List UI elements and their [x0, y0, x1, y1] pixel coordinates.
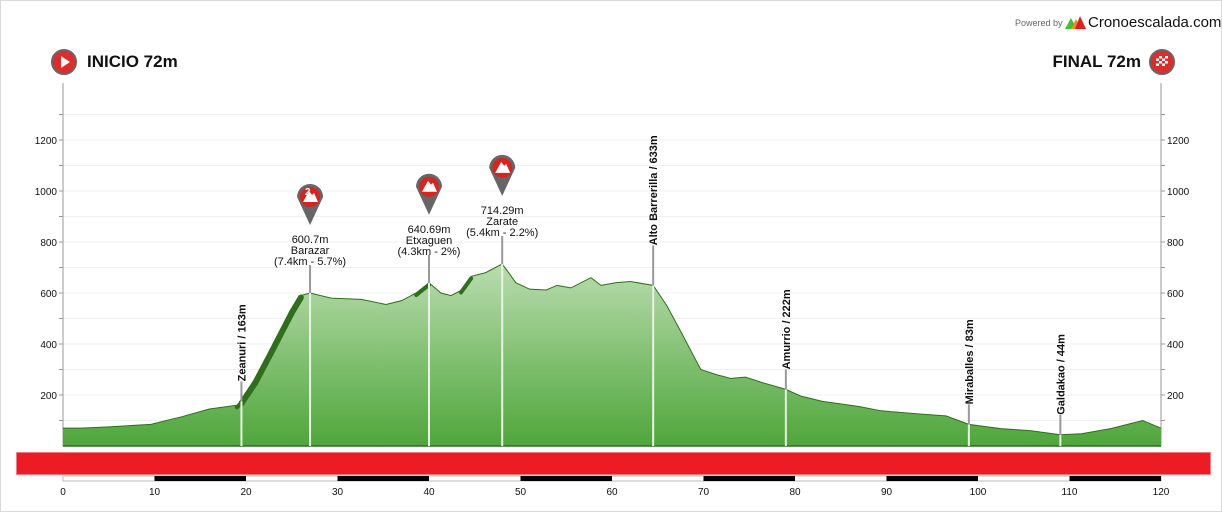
climb-detail: (7.4km - 5.7%)	[274, 256, 346, 268]
climb-height: 714.29m	[481, 205, 524, 217]
start-label: INICIO 72m	[87, 52, 178, 71]
climb-detail: (5.4km - 2.2%)	[466, 227, 538, 239]
y-tick-label-left: 800	[40, 238, 57, 249]
x-tick-label: 120	[1153, 487, 1170, 498]
y-tick-label-right: 1000	[1167, 187, 1190, 198]
steep-segment	[459, 276, 474, 295]
point-label: Amurrio / 222m	[781, 289, 793, 369]
climb-pin-icon	[489, 154, 516, 196]
x-tick-label: 70	[698, 487, 710, 498]
climb-category: 2	[305, 187, 311, 198]
y-tick-label-left: 1200	[35, 136, 58, 147]
climb-detail: (4.3km - 2%)	[398, 246, 461, 258]
x-tick-label: 10	[149, 487, 161, 498]
brand-link[interactable]: Cronoescalada.com	[1088, 14, 1222, 31]
y-tick-label-right: 800	[1167, 238, 1184, 249]
climb-name: Zarate	[486, 216, 518, 228]
climb-name: Etxaguen	[406, 235, 452, 247]
y-tick-label-right: 400	[1167, 340, 1184, 351]
mountain-icon	[303, 191, 319, 202]
y-tick-label-right: 200	[1167, 391, 1184, 402]
y-tick-label-left: 400	[40, 340, 57, 351]
scale-segment	[337, 476, 429, 481]
x-tick-label: 100	[970, 487, 987, 498]
x-tick-label: 20	[240, 487, 252, 498]
y-tick-label-left: 600	[40, 289, 57, 300]
y-tick-label-left: 1000	[35, 187, 58, 198]
point-label: Miraballes / 83m	[964, 319, 976, 404]
x-tick-label: 90	[881, 487, 893, 498]
point-label: Galdakao / 44m	[1055, 334, 1067, 415]
mountain-icon	[422, 180, 437, 192]
x-tick-label: 110	[1062, 487, 1078, 498]
climb-pin-icon	[415, 173, 443, 215]
point-label: Alto Barrerilla / 633m	[648, 135, 660, 245]
climb-height: 640.69m	[408, 224, 451, 236]
climb-height: 600.7m	[292, 234, 329, 246]
climb-name: Barazar	[291, 245, 330, 257]
steep-segment	[267, 309, 295, 357]
x-tick-label: 30	[332, 487, 344, 498]
cronoescalada-logo-icon	[1065, 16, 1086, 29]
x-tick-label: 60	[606, 487, 618, 498]
start-play-icon	[51, 49, 77, 75]
y-tick-label-right: 600	[1167, 289, 1184, 300]
steep-segment	[288, 294, 304, 316]
x-tick-label: 0	[60, 487, 66, 498]
steep-segment	[238, 379, 259, 407]
finish-flag-icon	[1149, 49, 1175, 75]
steep-segment	[414, 282, 431, 297]
scale-segment	[703, 476, 795, 481]
scale-segment	[1069, 476, 1161, 481]
scale-segment	[520, 476, 612, 481]
mountain-icon	[495, 161, 511, 173]
x-tick-label: 40	[423, 487, 435, 498]
powered-by: Powered by	[1015, 18, 1063, 28]
elevation-area	[63, 263, 1161, 446]
point-label: Zeanuri / 163m	[236, 304, 248, 381]
finish-label: FINAL 72m	[1052, 52, 1142, 71]
x-tick-label: 50	[515, 487, 527, 498]
steep-segment	[252, 350, 274, 386]
scale-segment	[886, 476, 978, 481]
km-bar	[16, 452, 1211, 475]
x-tick-label: 80	[789, 487, 801, 498]
y-tick-label-left: 200	[40, 391, 57, 402]
climb-pin-icon: 2	[297, 184, 324, 225]
y-tick-label-right: 1200	[1167, 136, 1190, 147]
scale-segment	[154, 476, 246, 481]
